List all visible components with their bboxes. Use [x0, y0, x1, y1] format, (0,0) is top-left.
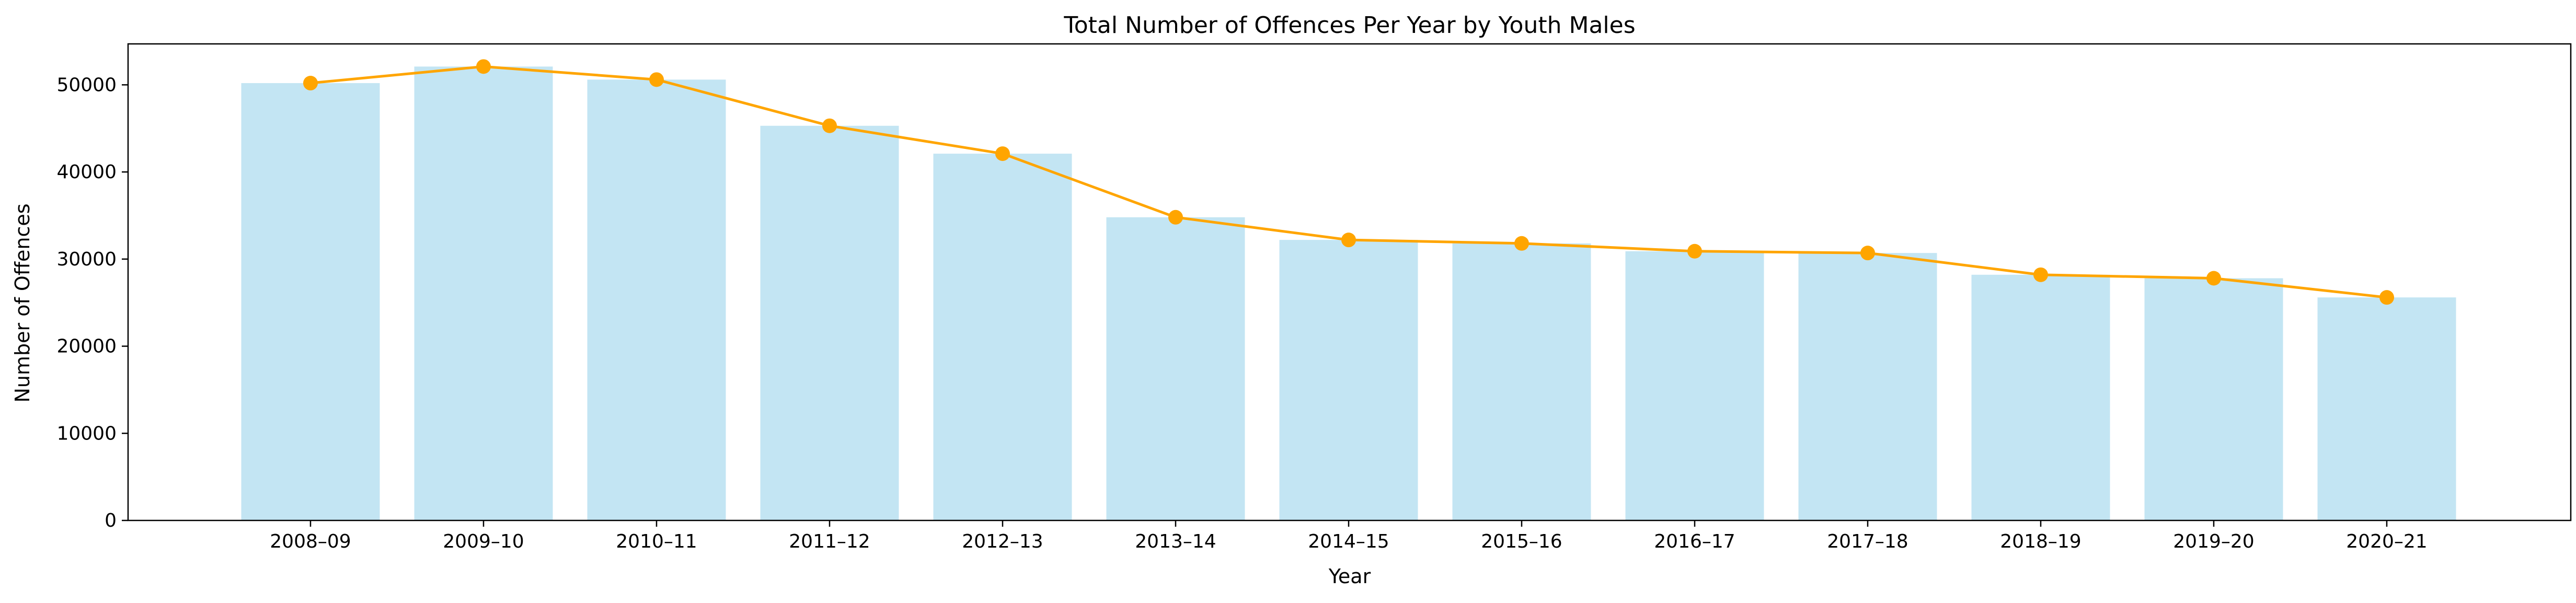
x-tick-label: 2010–11	[616, 531, 697, 552]
bar-2018–19	[1971, 274, 2110, 520]
x-tick-label: 2011–12	[789, 531, 870, 552]
ticks-layer: 0 10000 20000 30000 40000 50000 2008–09 2009–10…	[56, 74, 2427, 552]
line-point-2019–20	[2206, 271, 2221, 286]
bar-2008–09	[241, 83, 380, 521]
x-tick-label: 2017–18	[1827, 531, 1908, 552]
line-point-2018–19	[2033, 267, 2048, 282]
line-point-2015–16	[1514, 236, 1529, 251]
chart-title: Total Number of Offences Per Year by You…	[1063, 12, 1635, 39]
line-layer	[303, 59, 2394, 305]
line-point-2011–12	[822, 118, 837, 133]
bar-2015–16	[1452, 243, 1591, 520]
bars-layer	[241, 66, 2456, 521]
line-point-2014–15	[1341, 233, 1356, 248]
bar-2009–10	[414, 66, 553, 520]
bar-2016–17	[1625, 251, 1764, 520]
line-point-2012–13	[995, 146, 1010, 161]
bar-2012–13	[933, 154, 1072, 520]
axes-layer	[127, 43, 2572, 521]
y-tick-label: 30000	[56, 249, 117, 270]
x-tick-label: 2019–20	[2173, 531, 2254, 552]
line-point-2009–10	[476, 59, 491, 74]
bar-2019–20	[2144, 278, 2283, 520]
x-tick-label: 2016–17	[1654, 531, 1735, 552]
x-tick-label: 2018–19	[2000, 531, 2081, 552]
line-point-2016–17	[1687, 243, 1702, 259]
y-tick-label: 0	[105, 510, 117, 531]
line-point-2008–09	[303, 76, 318, 91]
x-tick-label: 2012–13	[962, 531, 1043, 552]
x-tick-label: 2014–15	[1308, 531, 1389, 552]
bar-2017–18	[1798, 253, 1937, 520]
x-tick-label: 2020–21	[2346, 531, 2427, 552]
x-tick-label: 2008–09	[270, 531, 351, 552]
bar-2010–11	[587, 79, 726, 520]
x-tick-label: 2015–16	[1481, 531, 1562, 552]
y-tick-label: 10000	[56, 423, 117, 444]
y-axis-label: Number of Offences	[11, 203, 34, 402]
y-tick-label: 40000	[56, 161, 117, 183]
line-point-2020–21	[2379, 290, 2394, 305]
plot-frame	[127, 43, 2572, 521]
y-tick-label: 50000	[56, 74, 117, 96]
bar-2013–14	[1106, 217, 1245, 520]
line-point-2010–11	[649, 72, 664, 87]
x-axis-label: Year	[1328, 565, 1371, 588]
y-tick-label: 20000	[56, 336, 117, 357]
x-tick-label: 2009–10	[443, 531, 524, 552]
line-point-2017–18	[1860, 246, 1875, 261]
bar-2020–21	[2317, 297, 2456, 520]
x-tick-label: 2013–14	[1135, 531, 1216, 552]
line-point-2013–14	[1168, 210, 1183, 225]
bar-2011–12	[760, 125, 899, 521]
bar-2014–15	[1279, 240, 1418, 521]
